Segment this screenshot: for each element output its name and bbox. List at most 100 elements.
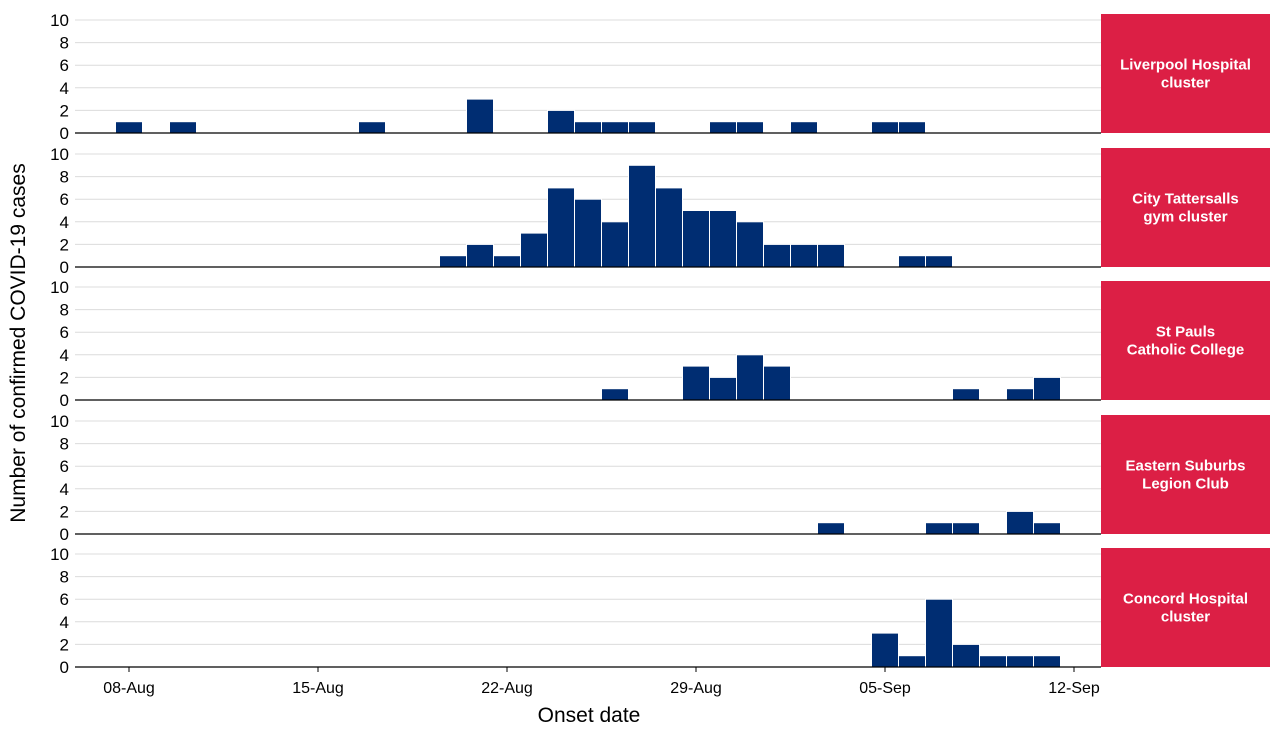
bar: [817, 522, 845, 535]
bar: [871, 632, 899, 668]
y-tick-label: 10: [50, 145, 69, 164]
facet-strip-label: Liverpool Hospital: [1120, 57, 1251, 74]
y-tick-label: 6: [60, 190, 69, 209]
y-tick-label: 10: [50, 278, 69, 297]
bar: [1006, 388, 1034, 401]
bar: [466, 243, 494, 268]
bar: [763, 365, 791, 401]
y-tick-label: 8: [60, 34, 69, 53]
bar: [601, 221, 629, 268]
bar: [547, 109, 575, 134]
bar: [952, 388, 980, 401]
bar: [871, 121, 899, 134]
facet-strip-label: Legion Club: [1142, 476, 1229, 493]
x-tick-label: 08-Aug: [103, 680, 155, 697]
x-tick-label: 05-Sep: [859, 680, 911, 697]
y-tick-label: 10: [50, 545, 69, 564]
facet-strip-label: gym cluster: [1143, 209, 1227, 226]
bar: [925, 522, 953, 535]
bar: [628, 121, 656, 134]
facet-strip-label: cluster: [1161, 75, 1210, 92]
y-tick-label: 4: [60, 480, 69, 499]
bar: [169, 121, 197, 134]
y-tick-label: 2: [60, 235, 69, 254]
y-axis-title: Number of confirmed COVID-19 cases: [7, 163, 30, 522]
y-tick-label: 4: [60, 79, 69, 98]
bar: [601, 121, 629, 134]
bar: [601, 388, 629, 401]
facet-strip: [1101, 14, 1270, 133]
x-tick-label: 22-Aug: [481, 680, 533, 697]
y-tick-label: 0: [60, 658, 69, 677]
bar: [493, 255, 521, 268]
facet-strip-label: St Pauls: [1156, 324, 1215, 341]
bar: [709, 376, 737, 401]
x-tick-label: 29-Aug: [670, 680, 722, 697]
bar: [898, 121, 926, 134]
bar: [655, 187, 683, 268]
y-tick-label: 6: [60, 56, 69, 75]
x-tick-label: 12-Sep: [1048, 680, 1100, 697]
bar: [574, 198, 602, 268]
bar: [1033, 655, 1061, 668]
bar: [520, 232, 548, 268]
y-tick-label: 2: [60, 368, 69, 387]
bar: [1033, 522, 1061, 535]
y-tick-label: 0: [60, 391, 69, 410]
y-tick-label: 6: [60, 590, 69, 609]
y-tick-label: 10: [50, 11, 69, 30]
bar: [736, 354, 764, 401]
facet-strip: [1101, 281, 1270, 400]
bar: [736, 121, 764, 134]
y-tick-label: 8: [60, 568, 69, 587]
bar: [115, 121, 143, 134]
bar: [979, 655, 1007, 668]
y-tick-label: 0: [60, 525, 69, 544]
y-tick-label: 2: [60, 635, 69, 654]
bar: [763, 243, 791, 268]
bar: [709, 121, 737, 134]
bar: [709, 210, 737, 268]
bar: [547, 187, 575, 268]
facet-strip-label: Eastern Suburbs: [1125, 458, 1245, 475]
y-tick-label: 4: [60, 346, 69, 365]
x-tick-label: 15-Aug: [292, 680, 344, 697]
bar: [952, 522, 980, 535]
bar: [817, 243, 845, 268]
y-tick-label: 8: [60, 168, 69, 187]
facet-strip: [1101, 548, 1270, 667]
bar: [682, 210, 710, 268]
y-tick-label: 8: [60, 435, 69, 454]
bar: [574, 121, 602, 134]
bar: [628, 164, 656, 268]
y-tick-label: 6: [60, 323, 69, 342]
x-axis-title: Onset date: [538, 704, 641, 725]
bar: [952, 643, 980, 668]
y-tick-label: 4: [60, 213, 69, 232]
y-tick-label: 6: [60, 457, 69, 476]
bar: [439, 255, 467, 268]
bar: [790, 243, 818, 268]
x-axis: 08-Aug 15-Aug 22-Aug 29-Aug 05-Sep 12-Sep: [103, 667, 1100, 697]
bar: [925, 255, 953, 268]
y-tick-label: 0: [60, 124, 69, 143]
y-tick-label: 0: [60, 258, 69, 277]
facet-strip: [1101, 415, 1270, 534]
bar: [898, 255, 926, 268]
facet-strip-label: Concord Hospital: [1123, 591, 1248, 608]
bar: [358, 121, 386, 134]
facet-strip-label: City Tattersalls: [1132, 191, 1238, 208]
bar: [682, 365, 710, 401]
bar: [466, 98, 494, 134]
bar: [1006, 655, 1034, 668]
facet-strip-label: cluster: [1161, 609, 1210, 626]
y-tick-label: 2: [60, 101, 69, 120]
